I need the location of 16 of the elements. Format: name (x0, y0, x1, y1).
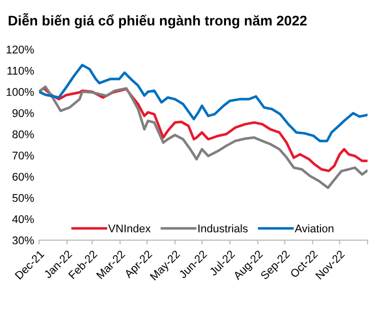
line-series (39, 85, 368, 190)
line-series (39, 64, 368, 142)
y-tick-label: 40% (12, 215, 34, 224)
chart-title: Diễn biến giá cổ phiếu ngành trong năm 2022 (8, 13, 307, 28)
legend-label: Industrials (198, 224, 248, 232)
y-tick-label: 90% (12, 109, 34, 118)
legend-label: Aviation (294, 224, 334, 232)
y-tick-label: 100% (6, 88, 34, 96)
y-tick-label: 110% (7, 66, 34, 75)
y-tick-label: 80% (12, 130, 34, 138)
y-tick-label: 120% (6, 46, 34, 54)
y-tick-label: 60% (12, 172, 34, 181)
legend-label: VNIndex (108, 224, 151, 232)
y-tick-label: 70% (12, 152, 34, 160)
y-tick-label: 50% (12, 194, 34, 202)
y-tick-label: 30% (12, 236, 34, 244)
